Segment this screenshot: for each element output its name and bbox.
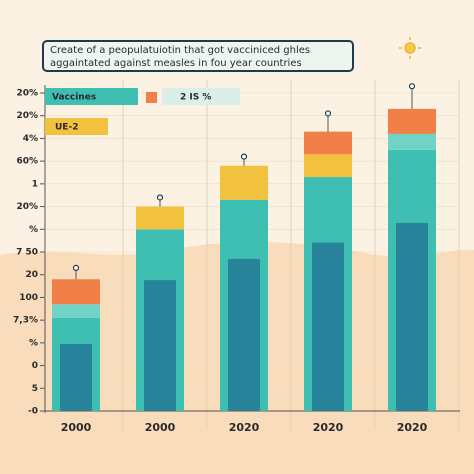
bar-shade [312, 242, 344, 411]
y-tick-label: 20% [16, 89, 38, 99]
bar-segment [388, 108, 436, 134]
sun-icon [399, 37, 421, 59]
bar-segment [304, 154, 352, 178]
y-tick-label: 4% [23, 134, 38, 144]
bar-shade [228, 258, 260, 411]
legend-swatch [45, 118, 108, 135]
y-tick-label: % [29, 225, 38, 235]
bar-segment [388, 133, 436, 150]
bar-shade [144, 280, 176, 411]
marker-dot [408, 83, 416, 90]
marker-dot [72, 264, 80, 271]
legend-label: Vaccines [52, 93, 96, 103]
legend-label: UE-2 [55, 123, 78, 133]
legend-swatch [146, 92, 157, 103]
bar-segment [52, 279, 100, 305]
y-tick-label: 0 [32, 361, 38, 371]
y-tick-label: 1 [32, 179, 38, 189]
y-tick-label: 5 [32, 384, 38, 394]
y-tick-label: 20 [25, 270, 38, 280]
y-tick-label: 7 50 [16, 248, 38, 258]
chart-title: Create of a peopulatuiotin that got vacc… [42, 40, 354, 72]
legend-label: 2 IS % [180, 93, 211, 103]
x-tick-label: 2000 [61, 421, 92, 434]
y-tick-label: 20% [16, 111, 38, 121]
y-tick-label: 7,3% [13, 316, 38, 326]
bar-segment [52, 304, 100, 318]
legend-box [162, 88, 240, 105]
marker-dot [240, 153, 248, 160]
bar-segment [304, 131, 352, 155]
x-tick-label: 2020 [397, 421, 428, 434]
bar-segment [136, 206, 184, 230]
legend: Vaccines 2 IS % UE-2 [45, 88, 240, 135]
y-tick-label: % [29, 338, 38, 348]
bar-shade [60, 343, 92, 411]
x-tick-label: 2020 [229, 421, 260, 434]
y-tick-label: 60% [16, 157, 38, 167]
y-tick-label: -0 [28, 407, 38, 417]
legend-swatch [45, 88, 138, 105]
marker-dot [324, 110, 332, 117]
bar-segment [220, 165, 268, 200]
y-tick-label: 20% [16, 202, 38, 212]
x-tick-label: 2000 [145, 421, 176, 434]
y-tick-label: 100 [19, 293, 38, 303]
bar-shade [396, 222, 428, 411]
x-tick-label: 2020 [313, 421, 344, 434]
marker-dot [156, 194, 164, 201]
